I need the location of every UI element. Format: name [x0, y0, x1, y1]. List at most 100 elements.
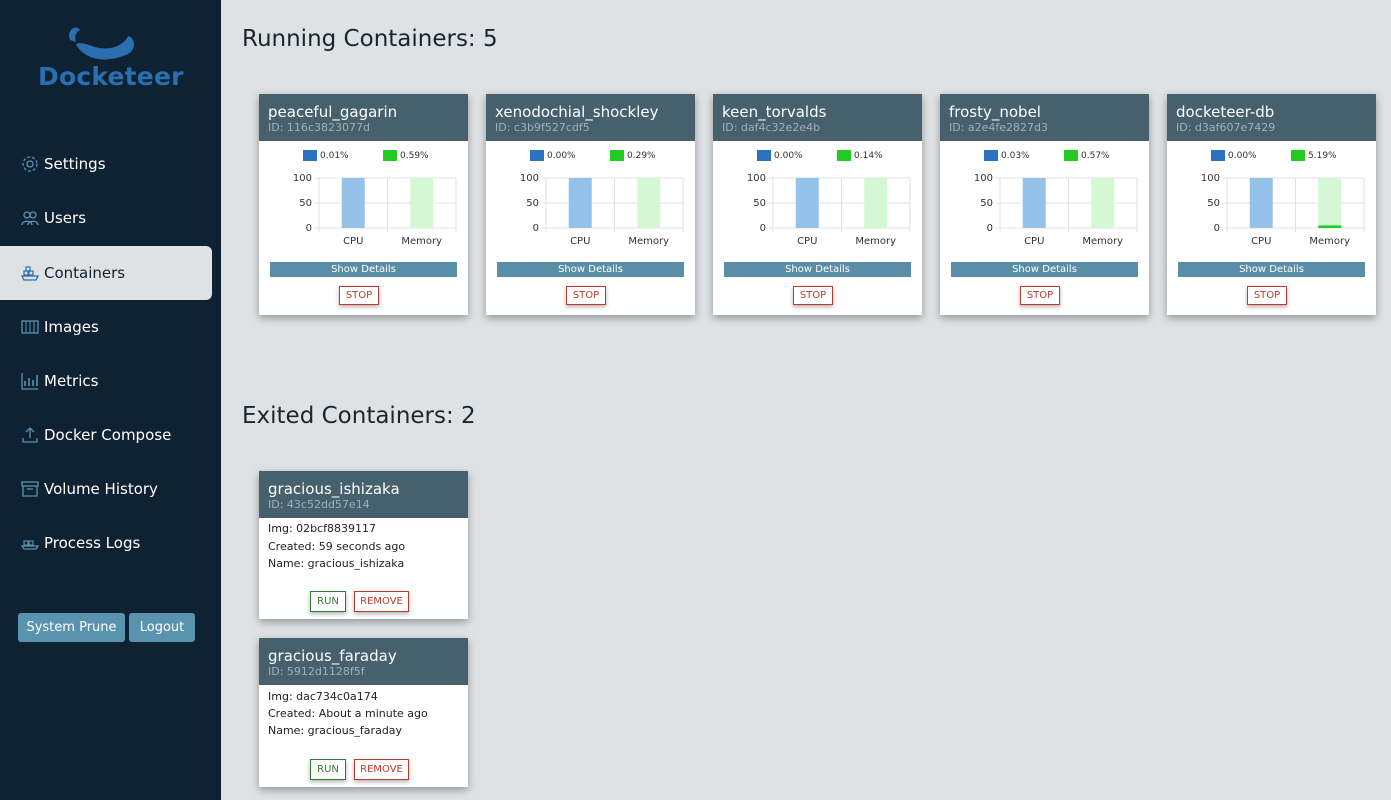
legend-memory: 5.19%: [1291, 150, 1337, 161]
logs-icon: [21, 534, 39, 552]
y-tick-label: 0: [760, 223, 766, 234]
container-name: frosty_nobel: [949, 103, 1041, 121]
logout-button[interactable]: Logout: [129, 613, 195, 642]
y-tick-label: 50: [1207, 198, 1220, 209]
y-tick-label: 100: [974, 173, 993, 184]
cpu-bar: [568, 178, 592, 228]
card-header: peaceful_gagarin ID: 116c3823077d: [259, 94, 468, 141]
run-button[interactable]: RUN: [310, 591, 346, 612]
y-tick-label: 50: [299, 198, 312, 209]
legend-swatch: [837, 150, 851, 161]
legend-label: 0.59%: [400, 150, 429, 161]
gear-icon: [21, 155, 39, 173]
show-details-button[interactable]: Show Details: [1178, 262, 1365, 277]
stop-button[interactable]: STOP: [1247, 286, 1287, 305]
sidebar-item-label: Containers: [44, 264, 126, 282]
card-header: keen_torvalds ID: daf4c32e2e4b: [713, 94, 922, 141]
remove-button[interactable]: REMOVE: [354, 759, 409, 780]
legend-swatch: [610, 150, 624, 161]
legend-cpu: 0.03%: [984, 150, 1030, 161]
sidebar: Docketeer Settings Users Containers Imag…: [0, 0, 221, 800]
legend-memory: 0.29%: [610, 150, 656, 161]
stop-button[interactable]: STOP: [566, 286, 606, 305]
x-tick-label: Memory: [855, 236, 896, 247]
usage-bar-chart: 100 50 0 CPU Memory: [293, 173, 457, 247]
stop-button[interactable]: STOP: [1020, 286, 1060, 305]
running-container-card: docketeer-db ID: d3af607e7429 0.00% 5.19% Sh…: [1167, 94, 1376, 315]
container-id: ID: 5912d1128f5f: [268, 665, 365, 678]
legend-label: 0.29%: [627, 150, 656, 161]
container-name: docketeer-db: [1176, 103, 1275, 121]
running-container-card: xenodochial_shockley ID: c3b9f527cdf5 0.00…: [486, 94, 695, 315]
legend-swatch: [383, 150, 397, 161]
sidebar-item-images[interactable]: Images: [0, 300, 212, 354]
container-id: ID: c3b9f527cdf5: [495, 121, 590, 134]
card-header: frosty_nobel ID: a2e4fe2827d3: [940, 94, 1149, 141]
memory-bar: [637, 178, 661, 228]
usage-bar-chart: 100 50 0 CPU Memory: [747, 173, 911, 247]
legend-label: 0.57%: [1081, 150, 1110, 161]
usage-bar-chart: 100 50 0 CPU Memory: [974, 173, 1138, 247]
images-icon: [21, 318, 39, 336]
cpu-bar: [1249, 178, 1273, 228]
sidebar-item-process-logs[interactable]: Process Logs: [0, 516, 212, 570]
card-header: gracious_faraday ID: 5912d1128f5f: [259, 638, 468, 685]
sidebar-item-label: Metrics: [44, 372, 99, 390]
sidebar-item-docker-compose[interactable]: Docker Compose: [0, 408, 212, 462]
usage-fill: [1318, 225, 1342, 228]
y-tick-label: 100: [520, 173, 539, 184]
usage-bar-chart: 100 50 0 CPU Memory: [1201, 173, 1365, 247]
container-name-text: Name: gracious_faraday: [268, 724, 403, 737]
legend-swatch: [1291, 150, 1305, 161]
x-tick-label: Memory: [628, 236, 669, 247]
sidebar-item-label: Users: [44, 209, 87, 227]
show-details-button[interactable]: Show Details: [724, 262, 911, 277]
sidebar-item-label: Process Logs: [44, 534, 141, 552]
legend-label: 0.03%: [1001, 150, 1030, 161]
legend-cpu: 0.00%: [1211, 150, 1257, 161]
container-id: ID: 43c52dd57e14: [268, 498, 370, 511]
image-id-text: Img: dac734c0a174: [268, 690, 378, 703]
sidebar-item-label: Images: [44, 318, 99, 336]
run-button[interactable]: RUN: [310, 759, 346, 780]
running-containers-title: Running Containers: 5: [242, 26, 498, 52]
x-tick-label: Memory: [1309, 236, 1350, 247]
show-details-button[interactable]: Show Details: [497, 262, 684, 277]
sidebar-item-volume-history[interactable]: Volume History: [0, 462, 212, 516]
legend-memory: 0.59%: [383, 150, 429, 161]
y-tick-label: 50: [526, 198, 539, 209]
image-id-text: Img: 02bcf8839117: [268, 522, 377, 535]
legend-label: 0.00%: [547, 150, 576, 161]
stop-button[interactable]: STOP: [793, 286, 833, 305]
container-name: peaceful_gagarin: [268, 103, 398, 121]
users-icon: [21, 209, 39, 227]
sidebar-item-settings[interactable]: Settings: [0, 137, 212, 191]
cpu-bar: [1022, 178, 1046, 228]
exited-containers-title: Exited Containers: 2: [242, 403, 476, 429]
cpu-bar: [795, 178, 819, 228]
x-tick-label: CPU: [797, 236, 817, 247]
created-text: Created: 59 seconds ago: [268, 540, 406, 553]
app-logo-text: Docketeer: [38, 62, 184, 91]
y-tick-label: 0: [306, 223, 312, 234]
container-id: ID: 116c3823077d: [268, 121, 370, 134]
stop-button[interactable]: STOP: [339, 286, 379, 305]
legend-swatch: [1211, 150, 1225, 161]
remove-button[interactable]: REMOVE: [354, 591, 409, 612]
sidebar-item-users[interactable]: Users: [0, 191, 212, 245]
show-details-button[interactable]: Show Details: [270, 262, 457, 277]
legend-swatch: [757, 150, 771, 161]
sidebar-item-metrics[interactable]: Metrics: [0, 354, 212, 408]
y-tick-label: 50: [753, 198, 766, 209]
show-details-button[interactable]: Show Details: [951, 262, 1138, 277]
container-name: keen_torvalds: [722, 103, 827, 121]
container-id: ID: d3af607e7429: [1176, 121, 1276, 134]
container-name: gracious_ishizaka: [268, 480, 400, 498]
sidebar-item-containers[interactable]: Containers: [0, 246, 212, 300]
y-tick-label: 0: [533, 223, 539, 234]
system-prune-button[interactable]: System Prune: [18, 613, 125, 642]
usage-bar-chart: 100 50 0 CPU Memory: [520, 173, 684, 247]
sidebar-item-label: Docker Compose: [44, 426, 172, 444]
sidebar-item-label: Volume History: [44, 480, 158, 498]
legend-label: 5.19%: [1308, 150, 1337, 161]
